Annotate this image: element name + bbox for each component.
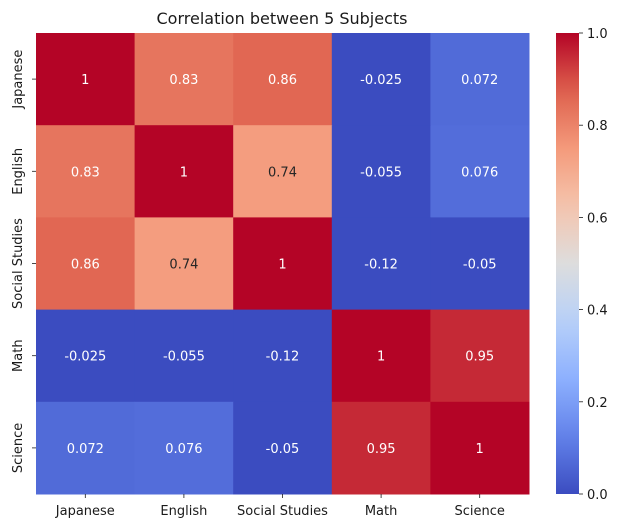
cell-annotation: 0.072 <box>67 442 104 457</box>
heatmap-cell <box>233 125 333 218</box>
cell-annotation: 1 <box>377 350 385 365</box>
colorbar-tick-label: 0.4 <box>587 304 608 319</box>
row-label: Japanese <box>11 50 26 110</box>
cell-annotation: 0.74 <box>169 258 198 273</box>
heatmap-cell <box>134 125 234 218</box>
colorbar-tick-label: 0.2 <box>587 396 608 411</box>
heatmap-cell <box>134 401 234 495</box>
cell-annotation: 0.83 <box>71 165 100 180</box>
cell-annotation: -0.12 <box>266 350 300 365</box>
heatmap-cell <box>134 309 234 403</box>
colorbar-gradient <box>556 33 579 494</box>
row-label: Science <box>11 423 26 473</box>
cell-annotation: -0.055 <box>163 350 205 365</box>
cell-annotation: 0.95 <box>367 442 396 457</box>
column-label: Japanese <box>55 504 115 519</box>
heatmap-cell <box>36 309 136 403</box>
cell-annotation: 1 <box>180 165 188 180</box>
cell-annotation: -0.12 <box>364 258 398 273</box>
heatmap-cell <box>233 401 333 495</box>
cell-annotation: 0.076 <box>461 165 498 180</box>
cell-annotation: -0.055 <box>360 165 402 180</box>
cell-annotation: 1 <box>81 73 89 88</box>
row-label: English <box>11 148 26 195</box>
colorbar-tick-label: 1.0 <box>587 27 608 42</box>
cell-annotation: 0.86 <box>71 258 100 273</box>
row-label: Math <box>11 339 26 372</box>
cell-annotation: 1 <box>476 442 484 457</box>
chart-title: Correlation between 5 Subjects <box>157 9 408 28</box>
heatmap-cells: 1 0.83 0.86 -0.025 0.072 0.83 1 0.74 -0.055 0.076… <box>36 33 530 495</box>
heatmap-cell <box>430 33 530 126</box>
cell-annotation: -0.025 <box>360 73 402 88</box>
heatmap-cell <box>430 309 530 403</box>
heatmap-cell <box>233 309 333 403</box>
column-label: Social Studies <box>237 504 328 519</box>
cell-annotation: 0.076 <box>165 442 202 457</box>
row-axis: Japanese English Social Studies Math Science <box>11 50 36 473</box>
row-label: Social Studies <box>11 218 26 309</box>
heatmap-cell <box>430 125 530 218</box>
colorbar-tick-label: 0.6 <box>587 211 608 226</box>
heatmap-cell <box>36 33 136 126</box>
heatmap-cell <box>430 217 530 311</box>
cell-annotation: 0.072 <box>461 73 498 88</box>
cell-annotation: 0.95 <box>465 350 494 365</box>
heatmap-cell <box>36 125 136 218</box>
heatmap-cell <box>134 33 234 126</box>
heatmap-cell <box>331 401 431 495</box>
cell-annotation: -0.05 <box>463 258 497 273</box>
heatmap-cell <box>36 217 136 311</box>
colorbar-tick-label: 0.0 <box>587 488 608 503</box>
heatmap-cell <box>331 125 431 218</box>
cell-annotation: -0.025 <box>64 350 106 365</box>
heatmap-cell <box>331 309 431 403</box>
colorbar: 0.0 0.2 0.4 0.6 0.8 1.0 <box>556 27 608 503</box>
column-axis: Japanese English Social Studies Math Science <box>55 494 505 519</box>
cell-annotation: 0.83 <box>169 73 198 88</box>
heatmap-cell <box>331 33 431 126</box>
column-label: Math <box>365 504 398 519</box>
cell-annotation: 0.86 <box>268 73 297 88</box>
cell-annotation: -0.05 <box>266 442 300 457</box>
heatmap-cell <box>430 401 530 495</box>
heatmap-cell <box>36 401 136 495</box>
heatmap-cell <box>233 217 333 311</box>
heatmap-cell <box>331 217 431 311</box>
cell-annotation: 0.74 <box>268 165 297 180</box>
column-label: Science <box>454 504 504 519</box>
heatmap-cell <box>233 33 333 126</box>
cell-annotation: 1 <box>278 258 286 273</box>
column-label: English <box>160 504 207 519</box>
heatmap-cell <box>134 217 234 311</box>
colorbar-tick-label: 0.8 <box>587 119 608 134</box>
